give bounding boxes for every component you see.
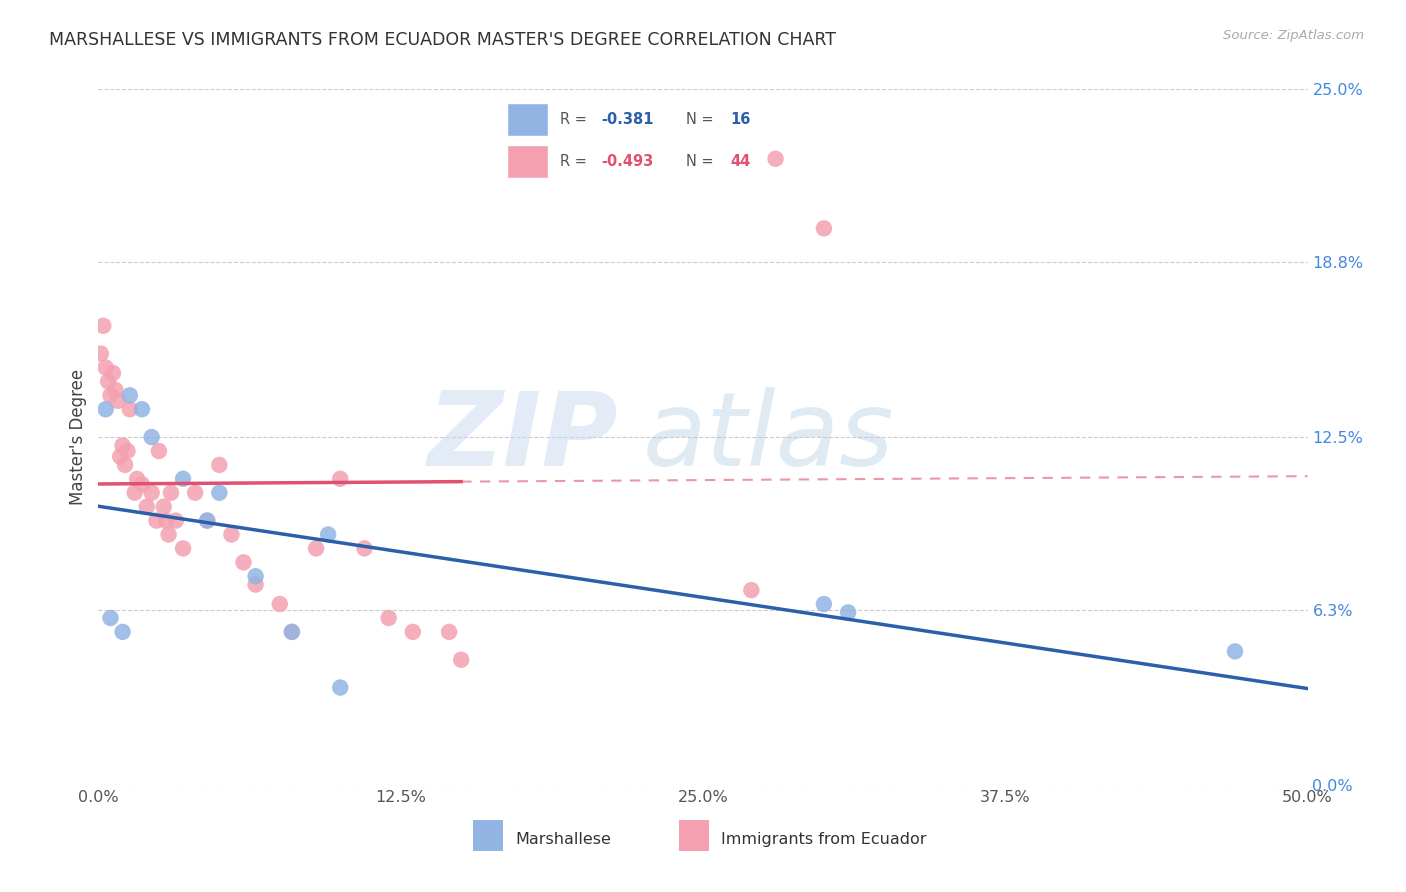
Point bbox=[184, 485, 207, 500]
Point bbox=[101, 366, 124, 380]
Point bbox=[813, 597, 835, 611]
Y-axis label: Master's Degree: Master's Degree bbox=[69, 369, 87, 505]
Point bbox=[765, 152, 787, 166]
Point bbox=[740, 583, 762, 598]
Point bbox=[157, 527, 180, 541]
Point bbox=[114, 458, 136, 472]
Point bbox=[195, 514, 218, 528]
Point bbox=[152, 500, 174, 514]
Point bbox=[160, 485, 183, 500]
Point bbox=[155, 514, 177, 528]
Point bbox=[1223, 644, 1246, 658]
Point bbox=[148, 444, 170, 458]
Point bbox=[269, 597, 291, 611]
Text: Immigrants from Ecuador: Immigrants from Ecuador bbox=[721, 831, 927, 847]
Text: ZIP: ZIP bbox=[427, 386, 619, 488]
Point bbox=[100, 388, 122, 402]
Point bbox=[813, 221, 835, 235]
Point bbox=[127, 472, 149, 486]
Point bbox=[172, 541, 194, 556]
Point bbox=[377, 611, 399, 625]
Point bbox=[165, 514, 187, 528]
Point bbox=[104, 383, 127, 397]
Point bbox=[232, 555, 254, 569]
Point bbox=[118, 402, 141, 417]
Point bbox=[450, 653, 472, 667]
Point bbox=[208, 458, 231, 472]
Point bbox=[90, 346, 112, 360]
Point bbox=[245, 577, 267, 591]
Point bbox=[111, 438, 134, 452]
Point bbox=[141, 430, 163, 444]
Point bbox=[94, 360, 117, 375]
Point bbox=[111, 624, 134, 639]
Point bbox=[117, 444, 139, 458]
Point bbox=[107, 393, 129, 408]
Point bbox=[141, 485, 163, 500]
Point bbox=[437, 624, 460, 639]
Point bbox=[221, 527, 243, 541]
Point bbox=[329, 472, 352, 486]
Point bbox=[135, 500, 157, 514]
Point bbox=[91, 318, 114, 333]
Point bbox=[124, 485, 146, 500]
Point bbox=[353, 541, 375, 556]
Point bbox=[245, 569, 267, 583]
Point bbox=[208, 485, 231, 500]
Point bbox=[131, 402, 153, 417]
Point bbox=[305, 541, 328, 556]
Point bbox=[94, 402, 117, 417]
Point bbox=[131, 477, 153, 491]
Point bbox=[195, 514, 218, 528]
Point bbox=[402, 624, 425, 639]
Point bbox=[100, 611, 122, 625]
Text: Marshallese: Marshallese bbox=[516, 831, 612, 847]
Point bbox=[97, 375, 120, 389]
Point bbox=[108, 450, 131, 464]
Point bbox=[281, 624, 304, 639]
Text: MARSHALLESE VS IMMIGRANTS FROM ECUADOR MASTER'S DEGREE CORRELATION CHART: MARSHALLESE VS IMMIGRANTS FROM ECUADOR M… bbox=[49, 31, 837, 49]
Point bbox=[329, 681, 352, 695]
Point bbox=[281, 624, 304, 639]
Point bbox=[172, 472, 194, 486]
Point bbox=[118, 388, 141, 402]
Point bbox=[837, 606, 859, 620]
Text: atlas: atlas bbox=[643, 387, 894, 487]
Point bbox=[316, 527, 339, 541]
Point bbox=[145, 514, 167, 528]
Text: Source: ZipAtlas.com: Source: ZipAtlas.com bbox=[1223, 29, 1364, 42]
